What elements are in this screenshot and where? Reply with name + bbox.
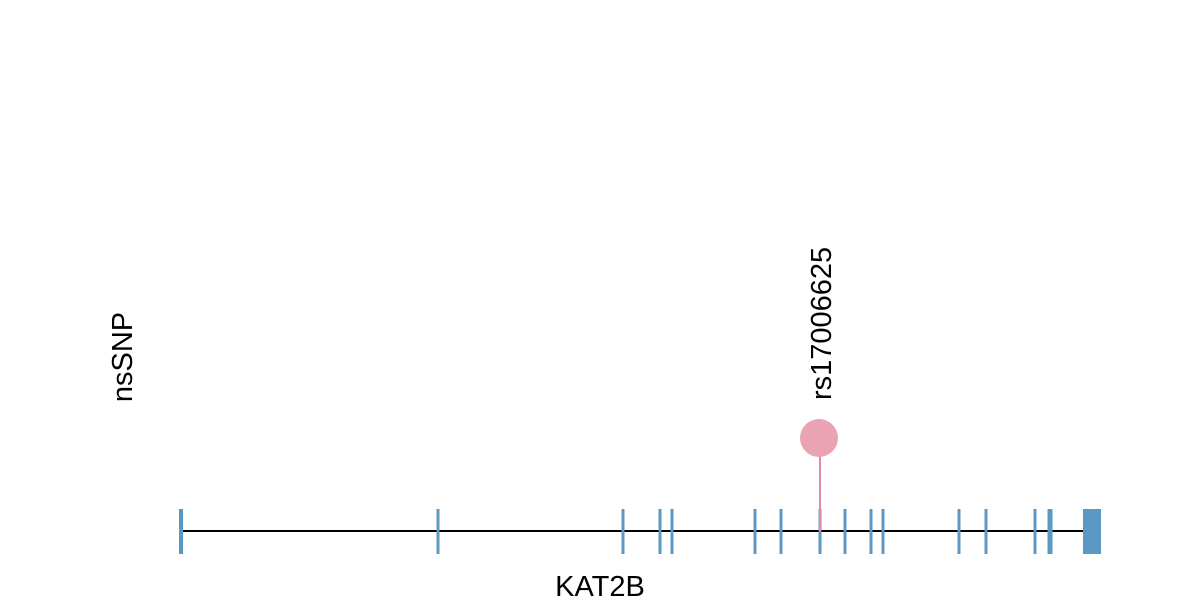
snp-lollipop: rs17006625	[800, 247, 838, 531]
y-label: nsSNP	[107, 312, 139, 402]
snp-label: rs17006625	[806, 247, 838, 400]
snp-head	[800, 419, 838, 457]
exon	[1083, 509, 1101, 554]
gene-label: KAT2B	[555, 571, 645, 600]
exons	[179, 509, 1101, 554]
